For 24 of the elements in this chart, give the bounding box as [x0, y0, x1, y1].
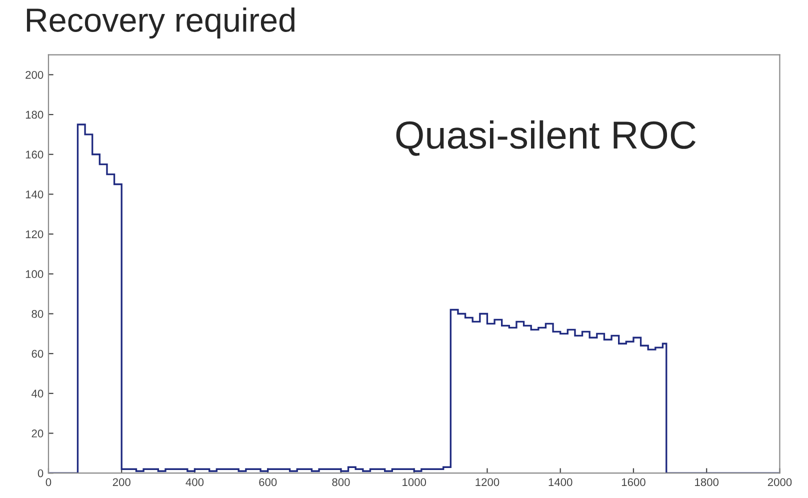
- x-tick-label: 2000: [768, 478, 792, 486]
- x-tick-label: 800: [332, 478, 350, 486]
- annotation: Quasi-silent ROC: [396, 120, 696, 156]
- x-tick-label: 1800: [695, 478, 719, 486]
- y-tick-label: 60: [32, 350, 44, 358]
- y-tick-label: 160: [26, 150, 44, 159]
- y-tick-label: 120: [26, 230, 44, 238]
- y-tick-label: 100: [26, 270, 44, 278]
- y-tick-label: 180: [26, 110, 44, 119]
- x-tick-label: 400: [186, 478, 204, 486]
- x-tick-label: 1600: [622, 478, 646, 486]
- y-tick-label: 80: [32, 310, 44, 318]
- x-tick-label: 1200: [476, 478, 500, 486]
- x-tick-label: 1400: [548, 478, 572, 486]
- y-tick-label: 140: [26, 190, 44, 198]
- x-tick-label: 200: [112, 478, 130, 486]
- x-tick-label: 1000: [402, 478, 426, 486]
- y-tick-label: 40: [32, 390, 44, 398]
- y-tick-label: 200: [26, 70, 44, 79]
- x-tick-label: 0: [46, 478, 52, 486]
- x-tick-label: 600: [259, 478, 277, 486]
- chart-title: Recovery required: [26, 7, 294, 39]
- y-tick-label: 20: [32, 430, 44, 438]
- y-tick-label: 0: [38, 469, 44, 478]
